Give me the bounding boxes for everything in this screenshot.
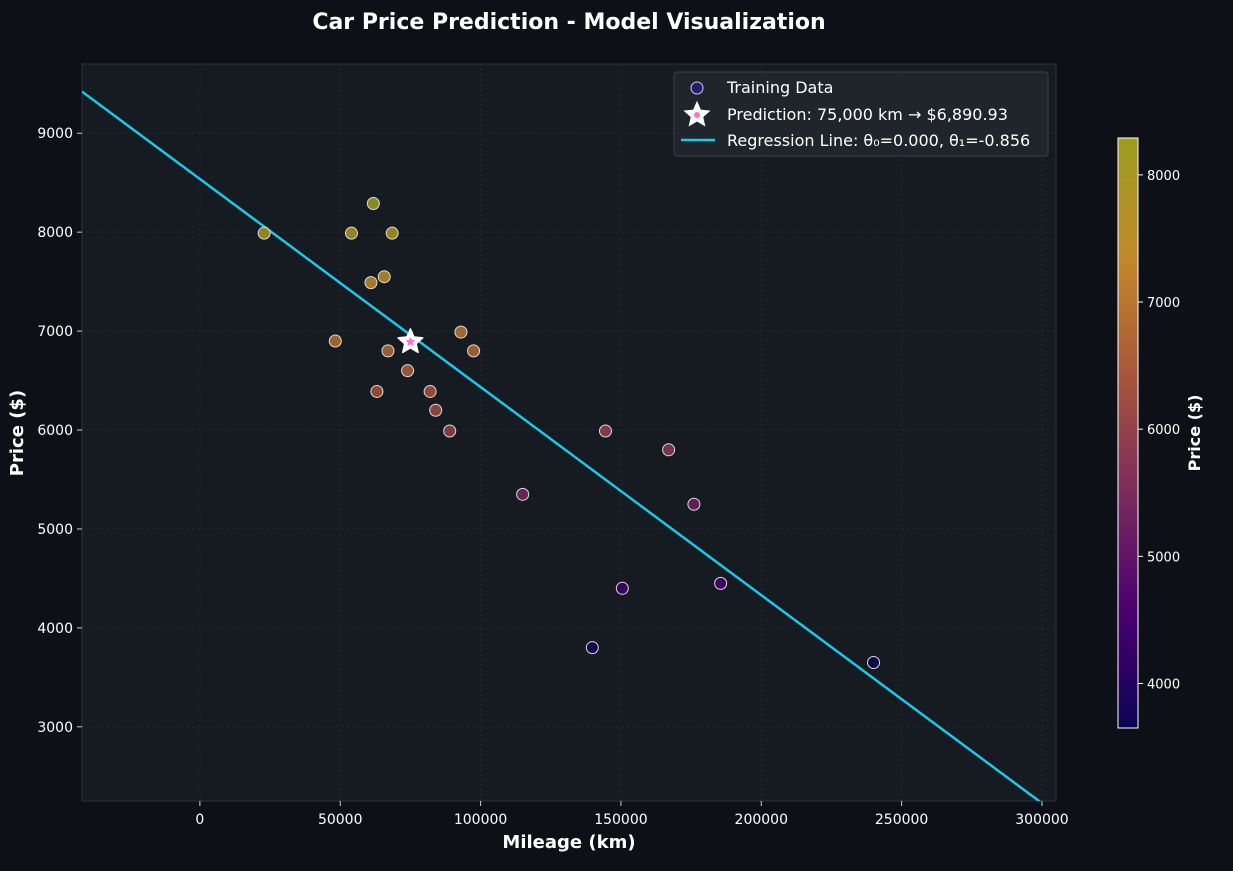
training-data-point bbox=[516, 487, 530, 501]
colorbar-tick-label: 5000 bbox=[1147, 550, 1180, 565]
x-tick-label: 200000 bbox=[735, 812, 788, 828]
training-data-point bbox=[454, 325, 468, 339]
colorbar-tick-label: 8000 bbox=[1147, 169, 1180, 184]
training-data-point bbox=[328, 334, 342, 348]
x-tick-label: 100000 bbox=[454, 812, 507, 828]
y-tick-label: 3000 bbox=[37, 720, 73, 736]
x-tick-label: 0 bbox=[195, 812, 204, 828]
training-data-point bbox=[443, 424, 457, 438]
legend: Training Data Prediction: 75,000 km → $6… bbox=[673, 71, 1049, 157]
colorbar-tick-label: 7000 bbox=[1147, 296, 1180, 311]
y-tick-label: 9000 bbox=[37, 126, 73, 142]
training-data-point bbox=[257, 226, 271, 240]
y-axis-ticks: 3000 4000 5000 6000 7000 8000 9000 bbox=[37, 126, 82, 736]
training-data-point bbox=[867, 656, 881, 670]
legend-label-prediction: Prediction: 75,000 km → $6,890.93 bbox=[727, 105, 1008, 124]
training-data-point bbox=[370, 384, 384, 398]
y-tick-label: 5000 bbox=[37, 522, 73, 538]
regression-line bbox=[82, 90, 1042, 801]
training-data-point bbox=[401, 364, 415, 378]
training-data-point bbox=[598, 424, 612, 438]
x-tick-label: 50000 bbox=[318, 812, 363, 828]
y-tick-label: 6000 bbox=[37, 423, 73, 439]
legend-star-center bbox=[694, 112, 700, 118]
colorbar-gradient bbox=[1117, 137, 1139, 729]
prediction-star-center bbox=[405, 336, 416, 346]
training-data-point bbox=[366, 196, 380, 210]
training-data-point bbox=[662, 443, 676, 457]
plot-area bbox=[81, 63, 1057, 802]
colorbar-tick-label: 4000 bbox=[1147, 677, 1180, 692]
training-data-point bbox=[377, 270, 391, 284]
training-points bbox=[257, 196, 881, 670]
training-data-point bbox=[344, 226, 358, 240]
colorbar: 4000 5000 6000 7000 8000 Price ($) bbox=[1117, 137, 1204, 729]
x-tick-label: 300000 bbox=[1015, 812, 1068, 828]
legend-label-regression: Regression Line: θ₀=0.000, θ₁=-0.856 bbox=[727, 131, 1030, 150]
training-data-point bbox=[714, 576, 728, 590]
x-tick-label: 150000 bbox=[594, 812, 647, 828]
chart-title: Car Price Prediction - Model Visualizati… bbox=[312, 10, 825, 35]
training-data-point bbox=[364, 276, 378, 290]
training-data-point bbox=[687, 497, 701, 511]
colorbar-tick-label: 6000 bbox=[1147, 423, 1180, 438]
training-data-point bbox=[467, 344, 481, 358]
training-data-point bbox=[615, 581, 629, 595]
y-axis-label: Price ($) bbox=[7, 390, 28, 476]
training-data-point bbox=[585, 641, 599, 655]
y-tick-label: 7000 bbox=[37, 324, 73, 340]
training-data-point bbox=[385, 226, 399, 240]
training-data-point bbox=[381, 344, 395, 358]
legend-marker-training bbox=[690, 81, 704, 95]
x-axis-label: Mileage (km) bbox=[502, 832, 635, 853]
colorbar-ticks: 4000 5000 6000 7000 8000 bbox=[1138, 169, 1180, 692]
prediction-layer bbox=[397, 328, 424, 354]
y-tick-label: 8000 bbox=[37, 225, 73, 241]
x-axis-ticks: 0 50000 100000 150000 200000 250000 300000 bbox=[195, 801, 1069, 828]
y-tick-label: 4000 bbox=[37, 621, 73, 637]
training-data-point bbox=[429, 403, 443, 417]
x-tick-label: 250000 bbox=[875, 812, 928, 828]
training-data-point bbox=[423, 384, 437, 398]
regression-line-layer bbox=[82, 90, 1042, 801]
colorbar-label: Price ($) bbox=[1185, 395, 1204, 472]
legend-label-training: Training Data bbox=[726, 78, 833, 97]
